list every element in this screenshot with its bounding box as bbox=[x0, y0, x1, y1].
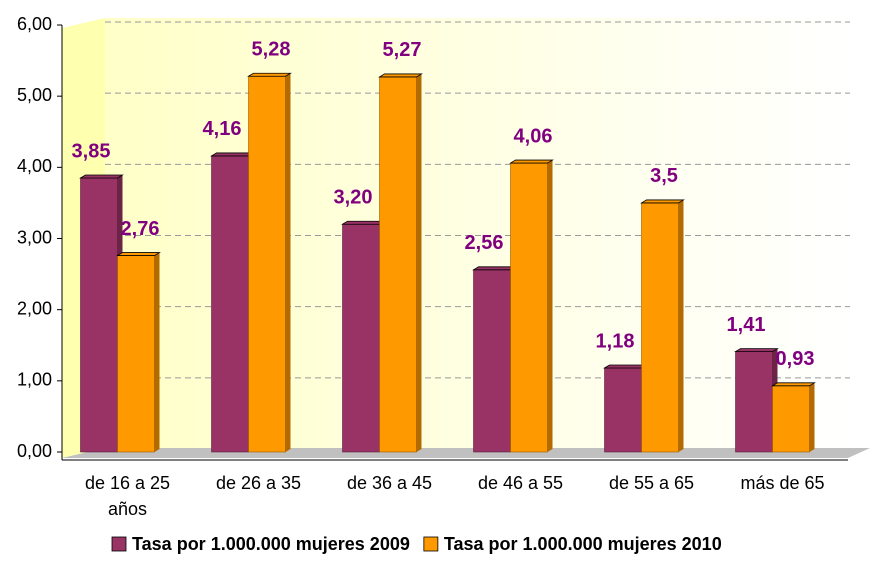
value-label: 0,93 bbox=[776, 348, 815, 370]
x-tick-label: más de 65 bbox=[740, 473, 825, 493]
bar bbox=[473, 269, 511, 453]
value-label: 4,16 bbox=[203, 118, 242, 140]
y-tick-label: 1,00 bbox=[17, 370, 52, 390]
value-label: 1,18 bbox=[596, 330, 635, 352]
value-label: 3,20 bbox=[334, 187, 373, 209]
y-tick-label: 2,00 bbox=[17, 298, 52, 318]
value-label: 1,41 bbox=[727, 314, 766, 336]
bar-side bbox=[285, 73, 291, 453]
bar-top bbox=[341, 220, 386, 225]
bar-side bbox=[678, 199, 684, 452]
bar bbox=[248, 75, 286, 453]
bar bbox=[510, 162, 548, 453]
bar-top bbox=[603, 364, 648, 369]
x-tick-label: de 26 a 35 bbox=[215, 473, 302, 493]
legend-swatch bbox=[111, 536, 127, 552]
value-label: 3,5 bbox=[650, 165, 678, 187]
x-tick-label: de 36 a 45 bbox=[346, 473, 433, 493]
legend-swatch bbox=[423, 536, 439, 552]
bar bbox=[604, 367, 642, 453]
value-label: 5,27 bbox=[383, 39, 422, 61]
legend-label: Tasa por 1.000.000 mujeres 2009 bbox=[132, 534, 410, 554]
bar bbox=[117, 255, 155, 453]
bar bbox=[641, 202, 679, 453]
bar bbox=[80, 177, 118, 453]
bar-top bbox=[771, 382, 816, 387]
bar-top bbox=[247, 72, 292, 77]
bar bbox=[735, 351, 773, 453]
x-tick-label: de 55 a 65 bbox=[608, 473, 695, 493]
bar-side bbox=[154, 252, 160, 452]
bar bbox=[772, 385, 810, 453]
value-label: 4,06 bbox=[514, 125, 553, 147]
bar bbox=[211, 155, 249, 453]
value-label: 2,76 bbox=[121, 218, 160, 240]
bar-top bbox=[378, 73, 423, 78]
y-tick-label: 0,00 bbox=[17, 441, 52, 461]
value-label: 5,28 bbox=[252, 39, 291, 61]
x-tick-label: de 46 a 55 bbox=[477, 473, 564, 493]
bar bbox=[342, 223, 380, 453]
bar-top bbox=[472, 266, 517, 271]
value-label: 2,56 bbox=[465, 232, 504, 254]
bar-side bbox=[547, 160, 553, 452]
bar-side bbox=[809, 382, 815, 452]
y-tick-label: 5,00 bbox=[17, 85, 52, 105]
bar-top bbox=[116, 252, 161, 256]
bar-top bbox=[79, 174, 124, 179]
value-label: 3,85 bbox=[72, 140, 111, 162]
bar bbox=[379, 76, 417, 453]
y-tick-label: 4,00 bbox=[17, 156, 52, 176]
bar-top bbox=[210, 152, 255, 157]
y-tick-label: 6,00 bbox=[17, 14, 52, 34]
y-tick-label: 3,00 bbox=[17, 227, 52, 247]
bar-top bbox=[734, 348, 779, 353]
x-tick-label: de 16 a 25 años bbox=[84, 473, 171, 519]
legend-label: Tasa por 1.000.000 mujeres 2010 bbox=[444, 534, 722, 554]
bar-top bbox=[509, 159, 554, 164]
bar-side bbox=[416, 73, 422, 453]
bar-top bbox=[640, 199, 685, 204]
